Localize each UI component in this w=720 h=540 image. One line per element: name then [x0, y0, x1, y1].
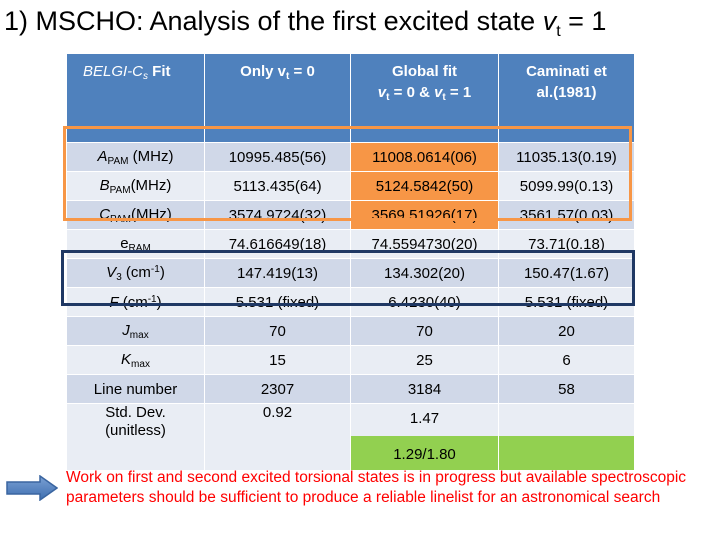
table-cell: 5113.435(64)	[204, 171, 351, 201]
table-cell: 73.71(0.18)	[498, 229, 635, 259]
table-cell: 11008.0614(06)	[350, 142, 499, 172]
highlight-box-rotational	[63, 126, 632, 221]
std-dev-caminati	[500, 405, 634, 437]
table-cell: 2307	[204, 374, 351, 404]
slide-title: 1) MSCHO: Analysis of the first excited …	[4, 6, 607, 40]
table-cell: 0.92	[204, 403, 351, 471]
table-cell: 10995.485(56)	[204, 142, 351, 172]
table-row: F (cm-1) 5.531 (fixed) 6.4230(40) 5.531 …	[66, 287, 635, 317]
table-cell: 147.419(13)	[204, 258, 351, 288]
table-cell: 3561.57(0.03)	[498, 200, 635, 230]
table-row: APAM (MHz) 10995.485(56) 11008.0614(06) …	[66, 142, 635, 172]
table-row: Jmax 70 70 20	[66, 316, 635, 346]
row-label: Line number	[66, 374, 205, 404]
table-cell: 74.5594730(20)	[350, 229, 499, 259]
table-row: BPAM(MHz) 5113.435(64) 5124.5842(50) 509…	[66, 171, 635, 201]
right-arrow-icon	[6, 475, 58, 501]
table-cell: 1.47 1.29/1.80	[350, 403, 499, 471]
table-cell: 3184	[350, 374, 499, 404]
highlight-box-torsional	[61, 250, 635, 306]
table-row: eRAM 74.616649(18) 74.5594730(20) 73.71(…	[66, 229, 635, 259]
footnote: Work on first and second excited torsion…	[66, 469, 687, 506]
row-label: eRAM	[66, 229, 205, 259]
table-row: Std. Dev. (unitless) 0.92 1.47 1.29/1.80	[66, 403, 635, 471]
table-cell: 11035.13(0.19)	[498, 142, 635, 172]
row-label: Kmax	[66, 345, 205, 375]
row-label: Std. Dev. (unitless)	[66, 403, 205, 471]
table-row: Line number 2307 3184 58	[66, 374, 635, 404]
row-label: APAM (MHz)	[66, 142, 205, 172]
table-cell: 70	[204, 316, 351, 346]
row-label: BPAM(MHz)	[66, 171, 205, 201]
table-cell: 6	[498, 345, 635, 375]
table-row: Kmax 15 25 6	[66, 345, 635, 375]
std-dev-global-extra: 1.29/1.80	[351, 436, 498, 470]
green-cell	[499, 436, 634, 470]
table-cell: 5099.99(0.13)	[498, 171, 635, 201]
table-row: V3 (cm-1) 147.419(13) 134.302(20) 150.47…	[66, 258, 635, 288]
table-cell: 150.47(1.67)	[498, 258, 635, 288]
table-cell	[498, 403, 635, 471]
table-cell: 58	[498, 374, 635, 404]
table-cell: 15	[204, 345, 351, 375]
table-cell: 20	[498, 316, 635, 346]
table-cell: 70	[350, 316, 499, 346]
table-cell: 5.531 (fixed)	[204, 287, 351, 317]
row-label: Jmax	[66, 316, 205, 346]
std-dev-global: 1.47	[409, 410, 440, 427]
table-cell: 134.302(20)	[350, 258, 499, 288]
table-cell: 25	[350, 345, 499, 375]
table-cell: 5124.5842(50)	[350, 171, 499, 201]
